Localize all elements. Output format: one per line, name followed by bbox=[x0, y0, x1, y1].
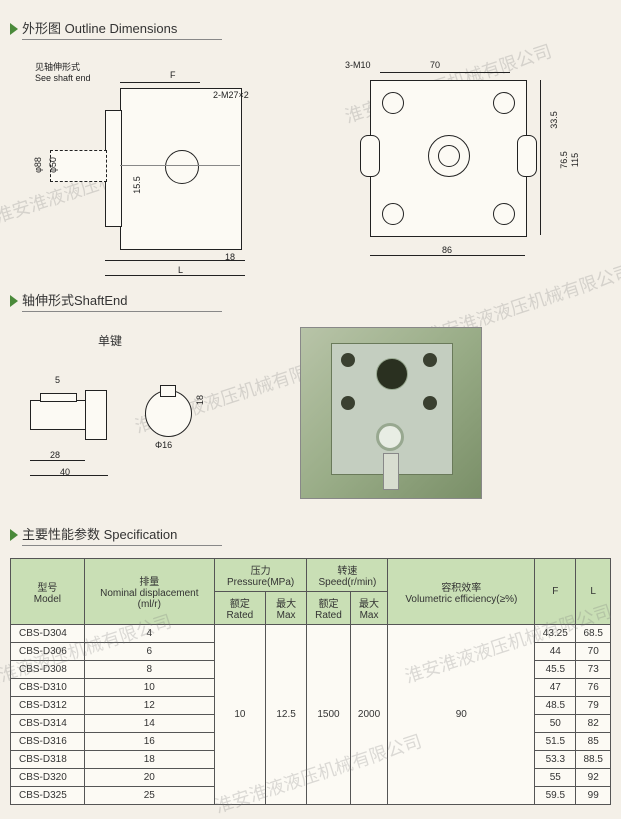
th-press-rated: 额定 Rated bbox=[214, 592, 265, 625]
see-shaft-label: 见轴伸形式 See shaft end bbox=[35, 60, 91, 83]
cell-L: 82 bbox=[576, 715, 611, 733]
single-key-label: 单键 bbox=[10, 332, 210, 349]
cell-disp: 10 bbox=[84, 679, 214, 697]
spec-title: 主要性能参数 Specification bbox=[22, 524, 222, 546]
sdim-phi16: Φ16 bbox=[155, 440, 172, 450]
cell-model: CBS-D306 bbox=[11, 643, 85, 661]
cell-disp: 12 bbox=[84, 697, 214, 715]
cell-F: 59.5 bbox=[535, 787, 576, 805]
cell-disp: 8 bbox=[84, 661, 214, 679]
cell-eff: 90 bbox=[388, 625, 535, 805]
shaft-title: 轴伸形式ShaftEnd bbox=[22, 290, 222, 312]
cell-L: 99 bbox=[576, 787, 611, 805]
shaft-drawing-wrap: 单键 5 28 40 18 Φ16 bbox=[10, 332, 210, 495]
dim-70: 70 bbox=[430, 60, 440, 70]
cell-disp: 25 bbox=[84, 787, 214, 805]
front-view-drawing: 3-M10 70 33.5 76.5 115 86 bbox=[350, 60, 570, 260]
triangle-icon bbox=[10, 23, 18, 35]
th-speed: 转速 Speed(r/min) bbox=[307, 559, 388, 592]
th-press-max: 最大 Max bbox=[265, 592, 306, 625]
dim-phi50: φ50 bbox=[48, 157, 58, 173]
dim-L: L bbox=[178, 265, 183, 275]
shaft-section-header: 轴伸形式ShaftEnd bbox=[10, 290, 611, 312]
outline-title: 外形图 Outline Dimensions bbox=[22, 18, 222, 40]
cell-F: 45.5 bbox=[535, 661, 576, 679]
cell-model: CBS-D310 bbox=[11, 679, 85, 697]
cell-model: CBS-D304 bbox=[11, 625, 85, 643]
cell-model: CBS-D320 bbox=[11, 769, 85, 787]
cell-L: 92 bbox=[576, 769, 611, 787]
dim-335: 33.5 bbox=[549, 111, 559, 129]
dim-155: 15.5 bbox=[132, 176, 142, 194]
cell-disp: 20 bbox=[84, 769, 214, 787]
outline-section-header: 外形图 Outline Dimensions bbox=[10, 18, 611, 40]
th-speed-rated: 额定 Rated bbox=[307, 592, 350, 625]
dim-115: 115 bbox=[570, 153, 580, 167]
cell-L: 85 bbox=[576, 733, 611, 751]
cell-speed-rated: 1500 bbox=[307, 625, 350, 805]
cell-F: 48.5 bbox=[535, 697, 576, 715]
cell-L: 88.5 bbox=[576, 751, 611, 769]
sdim-18: 18 bbox=[195, 394, 205, 404]
cell-F: 47 bbox=[535, 679, 576, 697]
cell-model: CBS-D316 bbox=[11, 733, 85, 751]
cell-disp: 16 bbox=[84, 733, 214, 751]
cell-disp: 14 bbox=[84, 715, 214, 733]
cell-F: 55 bbox=[535, 769, 576, 787]
dim-2m27: 2-M27×2 bbox=[213, 90, 249, 100]
cell-press-max: 12.5 bbox=[265, 625, 306, 805]
th-model: 型号 Model bbox=[11, 559, 85, 625]
dim-765: 76.5 bbox=[559, 151, 569, 169]
side-view-drawing: 见轴伸形式 See shaft end F 2-M27×2 18 L φ88 φ… bbox=[10, 60, 290, 270]
triangle-icon bbox=[10, 295, 18, 307]
cell-disp: 18 bbox=[84, 751, 214, 769]
th-F: F bbox=[535, 559, 576, 625]
cell-L: 73 bbox=[576, 661, 611, 679]
cell-model: CBS-D314 bbox=[11, 715, 85, 733]
dim-3m10: 3-M10 bbox=[345, 60, 371, 70]
cell-F: 50 bbox=[535, 715, 576, 733]
table-row: CBS-D30441012.5150020009043.2568.5 bbox=[11, 625, 611, 643]
shaft-drawing: 5 28 40 18 Φ16 bbox=[10, 355, 210, 495]
cell-model: CBS-D325 bbox=[11, 787, 85, 805]
cell-disp: 6 bbox=[84, 643, 214, 661]
cell-L: 68.5 bbox=[576, 625, 611, 643]
th-L: L bbox=[576, 559, 611, 625]
cell-model: CBS-D312 bbox=[11, 697, 85, 715]
cell-L: 76 bbox=[576, 679, 611, 697]
cell-model: CBS-D318 bbox=[11, 751, 85, 769]
sdim-5: 5 bbox=[55, 375, 60, 385]
cell-F: 44 bbox=[535, 643, 576, 661]
shaft-row: 单键 5 28 40 18 Φ16 bbox=[10, 327, 611, 499]
sdim-28: 28 bbox=[50, 450, 60, 460]
th-press: 压力 Pressure(MPa) bbox=[214, 559, 306, 592]
outline-drawings: 见轴伸形式 See shaft end F 2-M27×2 18 L φ88 φ… bbox=[10, 60, 611, 270]
spec-section-header: 主要性能参数 Specification bbox=[10, 524, 611, 546]
cell-L: 79 bbox=[576, 697, 611, 715]
cell-disp: 4 bbox=[84, 625, 214, 643]
th-speed-max: 最大 Max bbox=[350, 592, 388, 625]
th-eff: 容积效率 Volumetric efficiency(≥%) bbox=[388, 559, 535, 625]
cell-speed-max: 2000 bbox=[350, 625, 388, 805]
cell-F: 53.3 bbox=[535, 751, 576, 769]
cell-L: 70 bbox=[576, 643, 611, 661]
dim-86: 86 bbox=[442, 245, 452, 255]
spec-table: 型号 Model 排量 Nominal displacement (ml/r) … bbox=[10, 558, 611, 805]
th-disp: 排量 Nominal displacement (ml/r) bbox=[84, 559, 214, 625]
dim-F: F bbox=[170, 70, 176, 80]
cell-F: 43.25 bbox=[535, 625, 576, 643]
cell-model: CBS-D308 bbox=[11, 661, 85, 679]
dim-phi88: φ88 bbox=[33, 157, 43, 173]
product-photo bbox=[300, 327, 482, 499]
cell-F: 51.5 bbox=[535, 733, 576, 751]
triangle-icon bbox=[10, 529, 18, 541]
cell-press-rated: 10 bbox=[214, 625, 265, 805]
